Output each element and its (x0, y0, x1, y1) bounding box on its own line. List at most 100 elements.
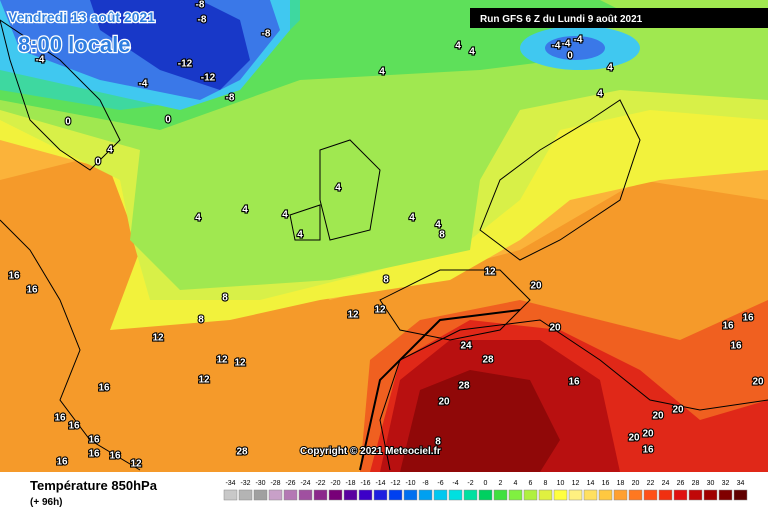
contour-label: 4 (335, 183, 341, 194)
contour-label: 20 (642, 429, 654, 440)
contour-label: -4 (36, 55, 45, 66)
contour-label: -4 (552, 41, 561, 52)
legend-swatch (583, 489, 598, 501)
contour-label: 28 (236, 447, 248, 458)
contour-label: 12 (130, 459, 142, 470)
contour-label: -8 (198, 15, 207, 26)
legend-label: -10 (405, 480, 415, 487)
contour-label: 20 (752, 377, 764, 388)
legend-label: -16 (360, 480, 370, 487)
contour-label: 20 (628, 433, 640, 444)
contour-label: 20 (530, 281, 542, 292)
legend-label: 4 (514, 480, 518, 487)
contour-label: 4 (282, 210, 288, 221)
contour-label: 12 (234, 358, 246, 369)
legend-swatch (358, 489, 373, 501)
legend-label: 8 (544, 480, 548, 487)
contour-label: 4 (242, 205, 248, 216)
legend-swatch (433, 489, 448, 501)
contour-label: 0 (95, 157, 101, 168)
legend-swatch (403, 489, 418, 501)
legend-label: -14 (375, 480, 385, 487)
legend-label: -24 (300, 480, 310, 487)
legend-label: -26 (285, 480, 295, 487)
contour-label: 12 (198, 375, 210, 386)
contour-label: 4 (597, 89, 603, 100)
legend-label: 14 (587, 480, 595, 487)
legend-label: -18 (345, 480, 355, 487)
legend-swatch (298, 489, 313, 501)
contour-label: 0 (165, 115, 171, 126)
legend-swatch (508, 489, 523, 501)
contour-label: 0 (567, 51, 573, 62)
contour-label: 16 (109, 451, 121, 462)
legend-swatch (238, 489, 253, 501)
contour-label: -8 (226, 93, 235, 104)
contour-label: -12 (201, 73, 216, 84)
legend-label: 18 (617, 480, 625, 487)
footer-title: Température 850hPa (30, 478, 158, 493)
legend-label: -6 (437, 480, 443, 487)
contour-label: 4 (607, 63, 613, 74)
legend-swatch (733, 489, 748, 501)
contour-label: 12 (152, 333, 164, 344)
legend-label: 28 (692, 480, 700, 487)
contour-label: 16 (8, 271, 20, 282)
contour-label: 16 (742, 313, 754, 324)
date: Vendredi 13 août 2021 (8, 9, 155, 25)
contour-label: -8 (262, 29, 271, 40)
contour-label: 4 (297, 230, 303, 241)
legend-swatch (283, 489, 298, 501)
legend-swatch (253, 489, 268, 501)
contour-label: 8 (435, 437, 441, 448)
legend-swatch (463, 489, 478, 501)
legend-swatch (418, 489, 433, 501)
contour-label: 4 (107, 145, 113, 156)
contour-label: 20 (652, 411, 664, 422)
contour-label: 28 (482, 355, 494, 366)
contour-label: 4 (409, 213, 415, 224)
legend-label: 0 (484, 480, 488, 487)
legend-swatch (268, 489, 283, 501)
legend-label: 30 (707, 480, 715, 487)
contour-label: 0 (65, 117, 71, 128)
legend-label: 2 (499, 480, 503, 487)
legend-swatch (223, 489, 238, 501)
legend-label: 26 (677, 480, 685, 487)
contour-label: 12 (347, 310, 359, 321)
legend-swatch (493, 489, 508, 501)
contour-label: 16 (26, 285, 38, 296)
contour-label: 4 (379, 67, 385, 78)
contour-label: 12 (216, 355, 228, 366)
contour-label: 4 (435, 220, 441, 231)
legend-label: -30 (255, 480, 265, 487)
legend-label: -8 (422, 480, 428, 487)
legend-label: -20 (330, 480, 340, 487)
contour-label: 28 (458, 381, 470, 392)
contour-label: 16 (722, 321, 734, 332)
contour-label: -4 (574, 35, 583, 46)
legend-label: 34 (737, 480, 745, 487)
legend-label: -12 (390, 480, 400, 487)
legend-label: -34 (225, 480, 235, 487)
legend-swatch (673, 489, 688, 501)
legend-swatch (718, 489, 733, 501)
time: 8:00 locale (18, 32, 131, 57)
legend-label: 12 (572, 480, 580, 487)
legend-label: 24 (662, 480, 670, 487)
contour-label: 4 (195, 213, 201, 224)
legend-swatch (448, 489, 463, 501)
legend-label: 20 (632, 480, 640, 487)
legend-label: 10 (557, 480, 565, 487)
legend-swatch (478, 489, 493, 501)
contour-label: 20 (438, 397, 450, 408)
contour-label: 20 (672, 405, 684, 416)
legend-swatch (658, 489, 673, 501)
legend-swatch (643, 489, 658, 501)
legend-swatch (568, 489, 583, 501)
legend-swatch (343, 489, 358, 501)
legend-label: 32 (722, 480, 730, 487)
contour-label: 8 (439, 230, 445, 241)
contour-label: 8 (383, 275, 389, 286)
